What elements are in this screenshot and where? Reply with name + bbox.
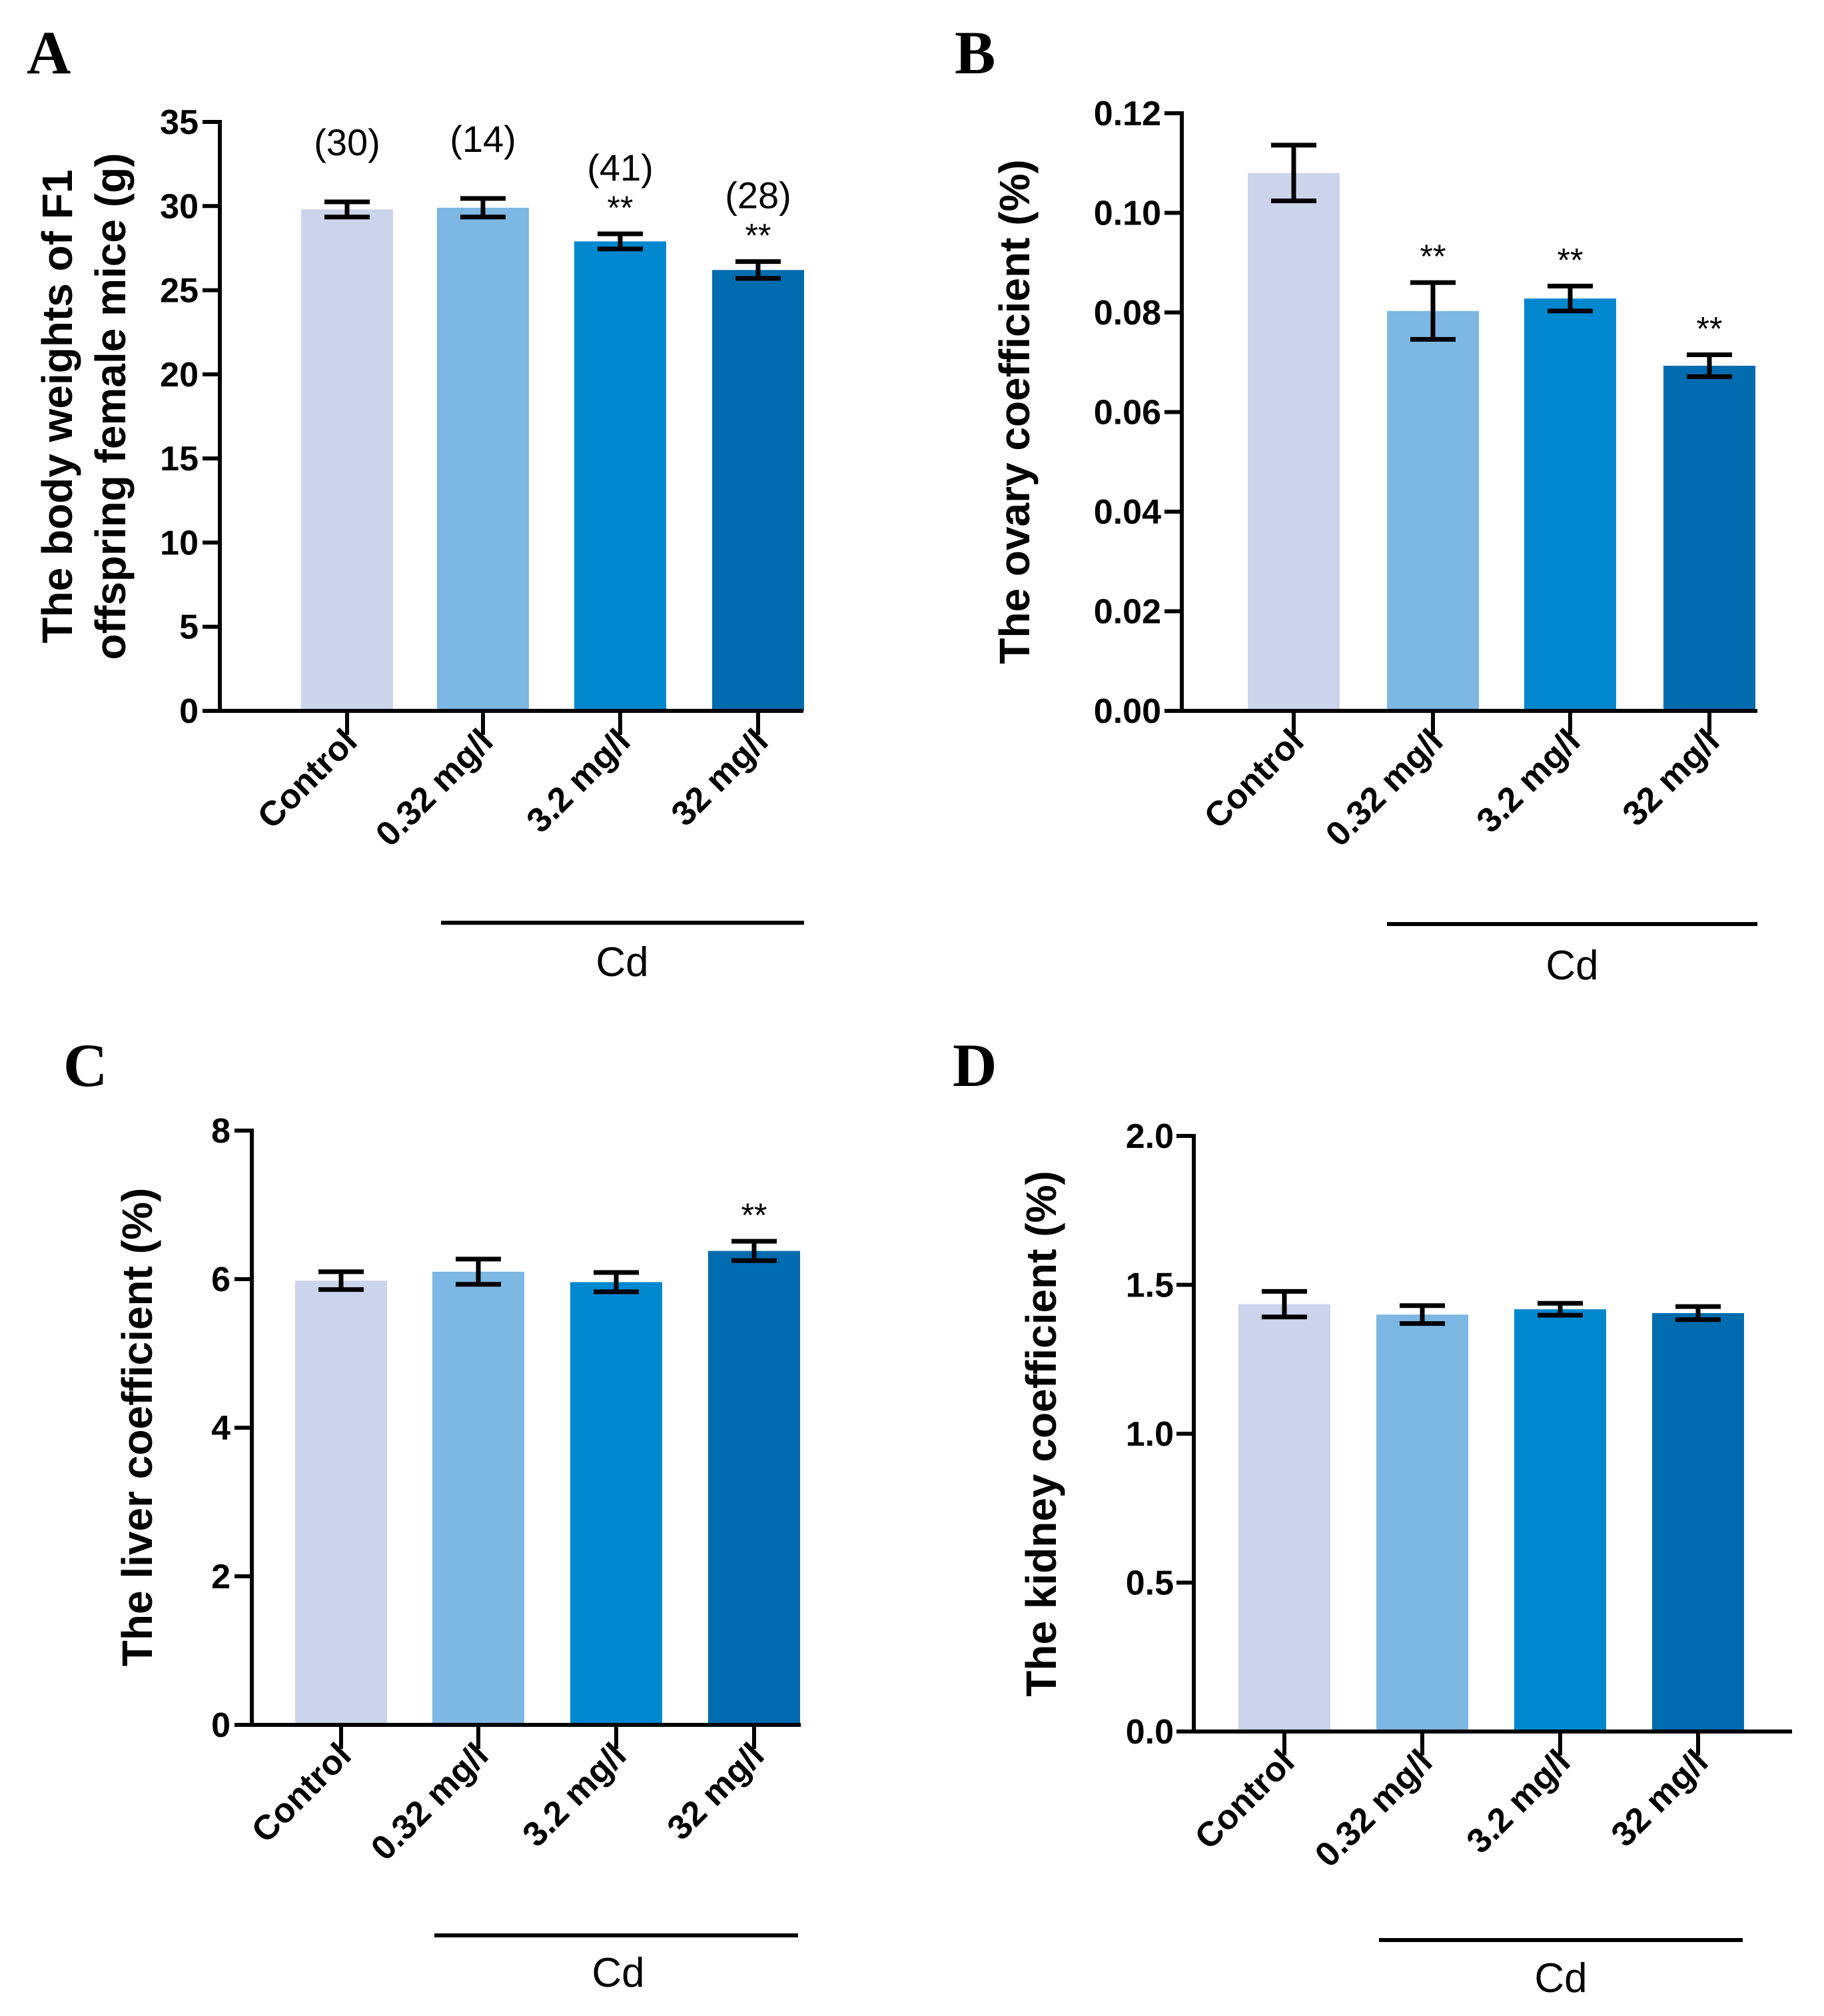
bar <box>1524 298 1616 711</box>
y-axis-label: The liver coefficient (%) <box>113 1188 161 1666</box>
bar <box>574 241 666 712</box>
bar <box>295 1280 387 1725</box>
error-bar <box>318 1269 364 1292</box>
y-tick-label: 2 <box>211 1558 230 1596</box>
y-tick-label: 10 <box>160 524 199 562</box>
y-axis-label: The ovary coefficient (%) <box>991 159 1039 664</box>
error-bar <box>1548 283 1593 314</box>
y-tick-label: 5 <box>179 608 199 647</box>
panel-letter-c: C <box>63 1031 107 1099</box>
bar <box>1238 1304 1330 1732</box>
significance-label: ** <box>1697 310 1723 348</box>
y-tick-label: 2.0 <box>1126 1117 1174 1156</box>
y-tick-label: 0.12 <box>1094 95 1161 133</box>
panel-letter-a: A <box>27 19 71 87</box>
axes <box>218 120 803 713</box>
error-bar <box>324 199 370 220</box>
significance-label: ** <box>608 189 634 227</box>
y-tick-label: 0.08 <box>1094 294 1161 332</box>
y-tick-label: 0.06 <box>1094 394 1161 432</box>
bar <box>301 209 393 711</box>
y-tick-label: 35 <box>160 103 199 142</box>
error-bar <box>1271 143 1316 204</box>
bar <box>708 1251 800 1725</box>
y-tick-label: 25 <box>160 272 199 310</box>
y-tick-label: 0.10 <box>1094 195 1161 233</box>
error-bar <box>1538 1300 1583 1318</box>
group-label: Cd <box>1534 1955 1587 2001</box>
y-tick-label: 0.02 <box>1094 593 1161 632</box>
significance-label: ** <box>1558 241 1584 278</box>
error-bar <box>1687 352 1732 379</box>
significance-label: ** <box>745 217 771 254</box>
y-tick-label: 20 <box>160 356 199 394</box>
y-tick-label: 0.5 <box>1126 1564 1174 1603</box>
panel-letter-b: B <box>955 19 995 87</box>
panel-letter-d: D <box>953 1031 997 1099</box>
y-tick-label: 0.0 <box>1126 1713 1174 1752</box>
y-tick-label: 1.0 <box>1126 1415 1174 1454</box>
group-label: Cd <box>1546 943 1598 989</box>
bar <box>437 207 529 712</box>
error-bar <box>1400 1303 1445 1326</box>
bar <box>570 1282 662 1725</box>
bar <box>1376 1314 1468 1732</box>
error-bar <box>1675 1304 1721 1322</box>
y-tick-label: 0.00 <box>1094 692 1161 731</box>
panel-b: B The ovary coefficient (%) ** ** ** 0.00 0.0… <box>955 19 1757 989</box>
error-bar <box>456 1257 501 1287</box>
error-bar <box>731 1239 777 1263</box>
bar <box>1387 310 1479 711</box>
sample-size-label: (41) <box>587 147 654 189</box>
y-tick-label: 15 <box>160 440 199 478</box>
y-tick-label: 1.5 <box>1126 1266 1174 1305</box>
group-label: Cd <box>596 939 648 985</box>
y-tick-label: 0 <box>211 1706 230 1745</box>
bar <box>1652 1312 1744 1732</box>
significance-label: ** <box>741 1197 767 1234</box>
sample-size-label: (14) <box>450 118 516 160</box>
y-tick-label: 4 <box>211 1409 230 1448</box>
error-bar <box>460 196 506 220</box>
y-tick-label: 30 <box>160 187 199 226</box>
y-axis-label: offspring female mice (g) <box>87 153 135 660</box>
y-tick-label: 0 <box>179 692 199 731</box>
error-bar <box>598 231 643 252</box>
bar <box>1663 365 1755 711</box>
y-axis-label: The body weights of F1 <box>33 169 81 643</box>
sample-size-label: (30) <box>314 121 380 163</box>
bar <box>712 270 804 712</box>
bar <box>1514 1309 1606 1732</box>
error-bar <box>735 259 781 281</box>
significance-label: ** <box>1420 238 1446 275</box>
y-tick-label: 8 <box>211 1112 230 1151</box>
bar <box>1248 173 1340 711</box>
y-tick-label: 0.04 <box>1094 493 1161 532</box>
error-bar <box>1262 1288 1307 1320</box>
error-bar <box>594 1270 639 1294</box>
group-label: Cd <box>592 1950 644 1996</box>
y-axis-label: The kidney coefficient (%) <box>1017 1171 1065 1696</box>
error-bar <box>1410 280 1456 342</box>
y-tick-label: 6 <box>211 1260 230 1299</box>
sample-size-label: (28) <box>725 175 791 217</box>
bar <box>432 1271 524 1725</box>
